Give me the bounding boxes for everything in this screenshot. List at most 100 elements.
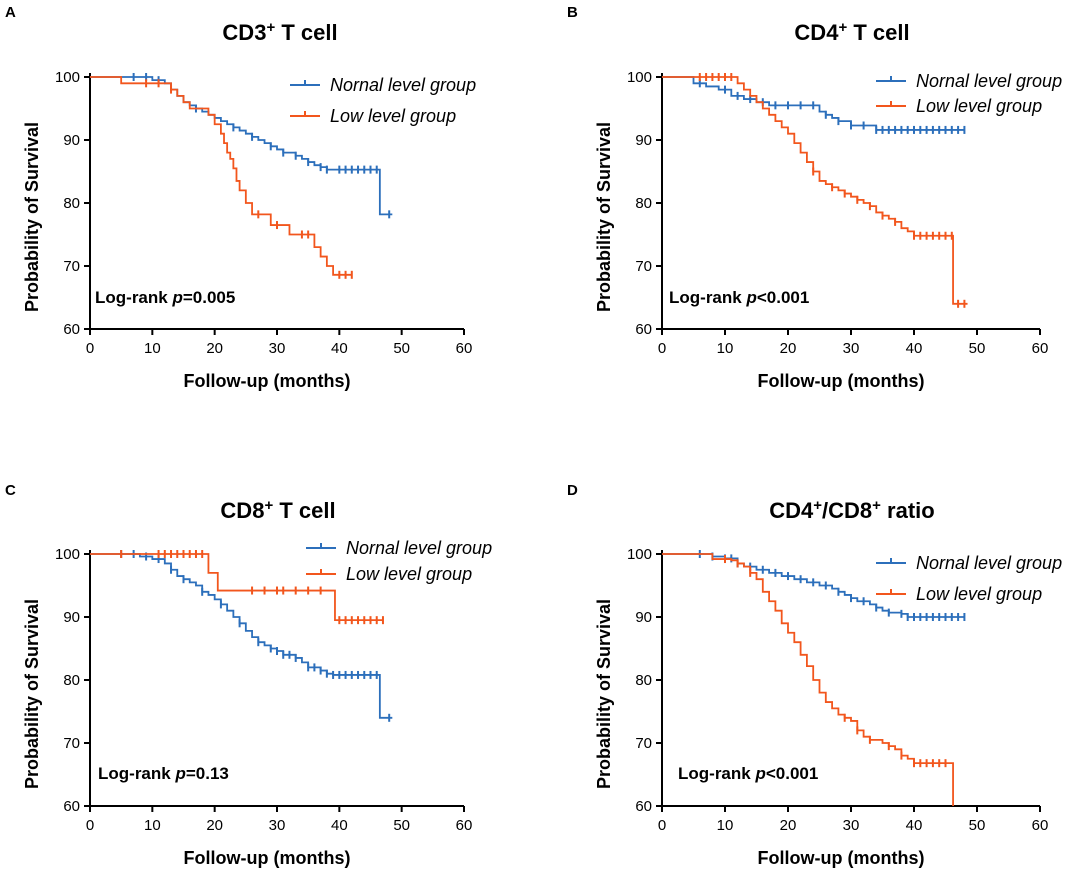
legend-label-normal: Nornal level group <box>916 71 1062 91</box>
x-tick-label: 50 <box>969 340 986 357</box>
y-tick-label: 70 <box>63 735 80 752</box>
x-tick-label: 0 <box>86 817 94 834</box>
pvalue-p: p <box>745 288 756 307</box>
legend-label-normal: Nornal level group <box>346 538 492 558</box>
y-tick-label: 90 <box>635 609 652 626</box>
x-axis-label: Follow-up (months) <box>758 371 925 391</box>
y-axis-label: Probability of Survival <box>22 599 42 789</box>
y-axis-label: Probability of Survival <box>594 122 614 312</box>
title-sup: + <box>266 19 275 36</box>
y-tick-label: 100 <box>627 69 652 86</box>
y-tick-label: 60 <box>63 321 80 338</box>
x-tick-label: 0 <box>86 340 94 357</box>
survival-curve-normal <box>90 76 393 216</box>
y-tick-label: 70 <box>635 258 652 275</box>
y-tick-label: 70 <box>635 735 652 752</box>
y-axis-label: Probability of Survival <box>594 599 614 789</box>
x-tick-label: 60 <box>1032 340 1049 357</box>
x-tick-label: 50 <box>393 340 410 357</box>
pvalue-p: p <box>754 764 765 783</box>
x-tick-label: 10 <box>717 340 734 357</box>
survival-curve-low <box>90 76 352 276</box>
chart-title: CD4+ T cell <box>794 19 909 45</box>
legend-label-normal: Nornal level group <box>916 553 1062 573</box>
chart-panel-c: C CD8+ T cell 0 10 20 30 40 50 60 60 70 80 90 100 Foll… <box>5 482 492 868</box>
chart-panel-a: A CD3+ T cell 0 10 20 30 40 50 60 60 70 80 90 100 Foll… <box>5 4 476 391</box>
log-rank-pvalue: Log-rank p<0.001 <box>678 764 818 783</box>
x-axis-label: Follow-up (months) <box>758 848 925 868</box>
x-tick-label: 30 <box>843 340 860 357</box>
y-tick-label: 60 <box>63 798 80 815</box>
x-tick-label: 40 <box>331 340 348 357</box>
title-sup: + <box>264 497 273 514</box>
x-tick-label: 10 <box>144 340 161 357</box>
title-main: CD4 <box>794 20 839 45</box>
y-tick-label: 80 <box>63 672 80 689</box>
pvalue-value: <0.001 <box>757 288 809 307</box>
title-sup: + <box>813 497 822 514</box>
x-axis-label: Follow-up (months) <box>184 848 351 868</box>
pvalue-prefix: Log-rank <box>669 288 746 307</box>
pvalue-value: <0.001 <box>766 764 818 783</box>
x-tick-label: 0 <box>658 340 666 357</box>
log-rank-pvalue: Log-rank p=0.13 <box>98 764 229 783</box>
panel-letter: B <box>567 4 578 21</box>
y-tick-label: 90 <box>635 132 652 149</box>
x-tick-label: 20 <box>206 817 223 834</box>
x-tick-label: 40 <box>906 817 923 834</box>
title-rest: T cell <box>273 498 335 523</box>
x-tick-label: 40 <box>331 817 348 834</box>
x-tick-label: 20 <box>780 817 797 834</box>
y-tick-label: 60 <box>635 321 652 338</box>
survival-curve-low <box>90 553 383 622</box>
title-sup-2: + <box>872 497 881 514</box>
x-tick-label: 60 <box>1032 817 1049 834</box>
log-rank-pvalue: Log-rank p=0.005 <box>95 288 235 307</box>
survival-curve-normal <box>662 76 965 131</box>
title-sup: + <box>838 19 847 36</box>
chart-title: CD4+/CD8+ ratio <box>769 497 934 523</box>
legend-label-low: Low level group <box>916 584 1042 604</box>
title-main: CD8 <box>220 498 264 523</box>
chart-title: CD8+ T cell <box>220 497 335 523</box>
survival-curve-low <box>662 76 968 305</box>
survival-curve-normal <box>90 553 393 719</box>
pvalue-p: p <box>171 288 182 307</box>
y-tick-label: 90 <box>63 609 80 626</box>
pvalue-prefix: Log-rank <box>678 764 755 783</box>
y-tick-label: 60 <box>635 798 652 815</box>
x-tick-label: 50 <box>393 817 410 834</box>
title-rest: T cell <box>847 20 909 45</box>
pvalue-prefix: Log-rank <box>95 288 172 307</box>
legend-label-low: Low level group <box>346 564 472 584</box>
y-tick-label: 70 <box>63 258 80 275</box>
chart-panel-b: B CD4+ T cell 0 10 20 30 40 50 60 60 70 80 90 100 Foll… <box>567 4 1062 391</box>
pvalue-p: p <box>174 764 185 783</box>
title-rest-2: ratio <box>881 498 935 523</box>
x-tick-label: 30 <box>843 817 860 834</box>
title-rest: /CD8 <box>822 498 872 523</box>
x-tick-label: 40 <box>906 340 923 357</box>
y-tick-label: 80 <box>635 195 652 212</box>
panel-letter: A <box>5 4 16 21</box>
pvalue-value: =0.13 <box>186 764 229 783</box>
y-tick-label: 80 <box>63 195 80 212</box>
pvalue-prefix: Log-rank <box>98 764 175 783</box>
y-tick-label: 80 <box>635 672 652 689</box>
x-tick-label: 20 <box>206 340 223 357</box>
panel-letter: D <box>567 482 578 499</box>
log-rank-pvalue: Log-rank p<0.001 <box>669 288 809 307</box>
y-tick-label: 100 <box>55 69 80 86</box>
y-tick-label: 100 <box>627 546 652 563</box>
x-tick-label: 50 <box>969 817 986 834</box>
chart-title: CD3+ T cell <box>222 19 337 45</box>
x-tick-label: 30 <box>269 340 286 357</box>
pvalue-value: =0.005 <box>183 288 235 307</box>
x-tick-label: 10 <box>717 817 734 834</box>
y-tick-label: 90 <box>63 132 80 149</box>
x-tick-label: 60 <box>456 340 473 357</box>
x-tick-label: 60 <box>456 817 473 834</box>
x-axis-label: Follow-up (months) <box>184 371 351 391</box>
title-rest: T cell <box>275 20 337 45</box>
